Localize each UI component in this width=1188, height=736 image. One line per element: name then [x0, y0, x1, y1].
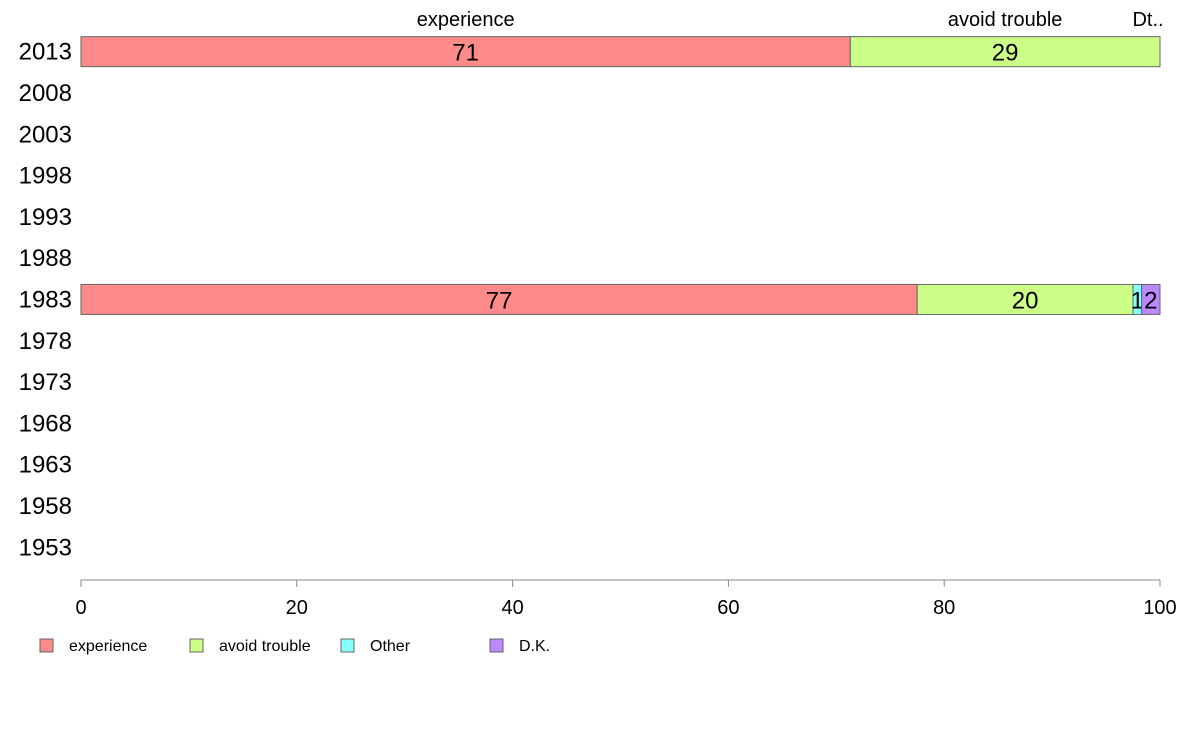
data-label-1983-0: 77 — [486, 287, 513, 314]
year-label-2003: 2003 — [19, 121, 72, 148]
legend-label: D.K. — [519, 638, 550, 655]
x-axis: 0 20 40 60 80 100 — [75, 579, 1177, 619]
year-label-1958: 1958 — [19, 493, 72, 520]
top-label-2: Dt.. — [1132, 9, 1163, 31]
data-label-1983-3: 2 — [1144, 287, 1157, 314]
legend-swatch — [489, 638, 504, 653]
bar-1983-experience — [80, 283, 918, 315]
data-label-1983-2: 1 — [1131, 287, 1144, 314]
x-tick-label-40: 40 — [501, 597, 523, 619]
year-label-1953: 1953 — [19, 534, 72, 561]
year-label-1963: 1963 — [19, 452, 72, 479]
top-label-1: avoid trouble — [948, 9, 1063, 31]
year-label-1993: 1993 — [19, 204, 72, 231]
year-label-2013: 2013 — [19, 39, 72, 66]
legend-swatch — [340, 638, 355, 653]
legend-item-d-k-: D.K. — [489, 638, 550, 655]
legend-label: avoid trouble — [219, 638, 311, 655]
legend-label: experience — [69, 638, 147, 655]
legend: experience avoid trouble Other D.K. — [39, 638, 550, 655]
year-label-1973: 1973 — [19, 369, 72, 396]
bar-2013-avoid-trouble — [849, 36, 1161, 68]
legend-item-other: Other — [340, 638, 411, 655]
data-label-1983-1: 20 — [1012, 287, 1039, 314]
bar-2013-experience — [80, 36, 851, 68]
data-label-2013-1: 29 — [992, 40, 1019, 67]
year-label-1978: 1978 — [19, 328, 72, 355]
top-category-labels: experience avoid trouble Dt.. — [417, 9, 1164, 31]
legend-item-avoid-trouble: avoid trouble — [189, 638, 311, 655]
x-tick-label-100: 100 — [1143, 597, 1176, 619]
x-tick-label-80: 80 — [933, 597, 955, 619]
bar-1983-d-k- — [1141, 283, 1161, 315]
x-tick-label-60: 60 — [717, 597, 739, 619]
legend-swatch — [39, 638, 54, 653]
year-label-1983: 1983 — [19, 286, 72, 313]
year-label-1998: 1998 — [19, 163, 72, 190]
year-label-2008: 2008 — [19, 80, 72, 107]
legend-swatch — [189, 638, 204, 653]
legend-item-experience: experience — [39, 638, 147, 655]
year-axis-labels: 2013 2008 2003 1998 1993 1988 1983 1978 1973 1968… — [19, 39, 72, 562]
x-tick-label-0: 0 — [75, 597, 86, 619]
x-tick-label-20: 20 — [286, 597, 308, 619]
data-label-2013-0: 71 — [452, 40, 479, 67]
top-label-0: experience — [417, 9, 515, 31]
bar-area: 71 29 77 20 1 2 — [80, 36, 1161, 315]
year-label-1968: 1968 — [19, 410, 72, 437]
year-label-1988: 1988 — [19, 245, 72, 272]
legend-label: Other — [370, 638, 411, 655]
